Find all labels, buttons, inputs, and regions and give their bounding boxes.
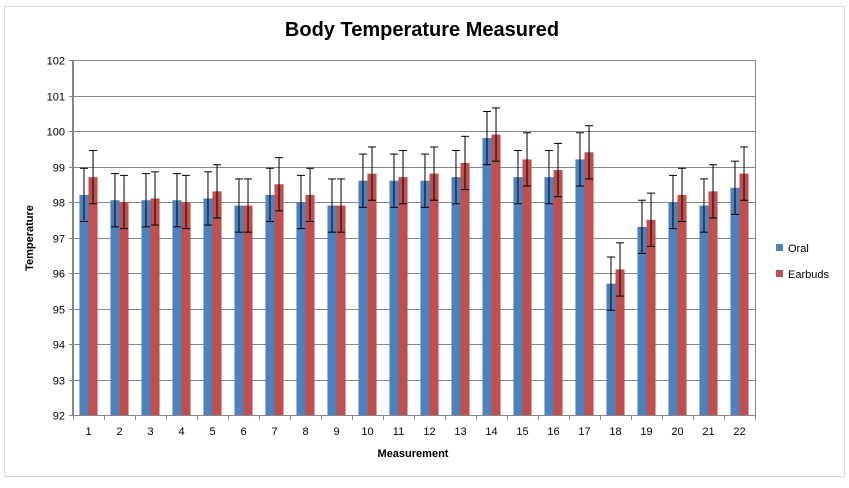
bar-oral-9	[327, 205, 337, 415]
bar-oral-11	[389, 180, 399, 415]
bar-oral-16	[544, 177, 554, 415]
x-tick-label: 7	[271, 426, 277, 438]
y-tick-label: 101	[47, 92, 65, 104]
legend-label-earbuds: Earbuds	[788, 269, 829, 281]
y-tick-label: 99	[53, 163, 65, 175]
bar-earbuds-12	[429, 173, 439, 415]
x-tick-label: 19	[640, 426, 652, 438]
x-tick-label: 9	[333, 426, 339, 438]
bar-earbuds-3	[150, 198, 160, 415]
bar-oral-22	[730, 187, 740, 415]
bar-oral-2	[110, 200, 120, 415]
bar-earbuds-5	[212, 191, 222, 415]
legend-label-oral: Oral	[788, 243, 809, 255]
bar-earbuds-6	[243, 205, 253, 415]
bar-earbuds-11	[398, 177, 408, 415]
x-tick-label: 21	[702, 426, 714, 438]
bar-oral-4	[172, 200, 182, 415]
bar-oral-13	[451, 177, 461, 415]
x-tick-label: 11	[393, 426, 404, 438]
bar-oral-18	[606, 283, 616, 415]
x-tick-label: 13	[454, 426, 466, 438]
y-axis-label: Temperature	[24, 205, 36, 271]
bar-oral-7	[265, 194, 275, 415]
y-tick-label: 96	[53, 269, 65, 281]
bar-oral-1	[79, 194, 89, 415]
bar-oral-17	[575, 159, 585, 415]
bar-earbuds-1	[88, 177, 98, 415]
x-tick-label: 16	[547, 426, 559, 438]
x-tick-label: 8	[302, 426, 308, 438]
x-tick-label: 3	[147, 426, 153, 438]
bar-oral-21	[699, 205, 709, 415]
bar-oral-20	[668, 202, 678, 415]
y-tick-label: 92	[53, 411, 65, 423]
x-tick-label: 17	[578, 426, 590, 438]
legend-swatch-oral	[776, 244, 783, 251]
bar-earbuds-14	[491, 134, 501, 416]
bar-oral-12	[420, 180, 430, 415]
bar-oral-6	[234, 205, 244, 415]
y-tick-label: 100	[47, 127, 65, 139]
x-tick-label: 15	[516, 426, 528, 438]
x-tick-label: 12	[423, 426, 435, 438]
y-tick-label: 93	[53, 376, 65, 388]
bar-oral-3	[141, 200, 151, 415]
y-tick-label: 97	[53, 234, 65, 246]
bar-oral-8	[296, 202, 306, 415]
x-tick-label: 10	[361, 426, 373, 438]
bar-earbuds-20	[677, 194, 687, 415]
bar-oral-19	[637, 226, 647, 415]
bar-earbuds-22	[739, 173, 749, 415]
bar-earbuds-4	[181, 202, 191, 415]
y-tick-label: 94	[53, 340, 65, 352]
x-tick-label: 5	[209, 426, 215, 438]
y-tick-label: 102	[47, 56, 65, 68]
bar-earbuds-16	[553, 170, 563, 415]
bar-earbuds-13	[460, 162, 470, 415]
bar-oral-15	[513, 177, 523, 415]
bar-oral-10	[358, 180, 368, 415]
legend: Oral Earbuds	[776, 243, 829, 281]
y-tick-label: 98	[53, 198, 65, 210]
x-tick-label: 18	[609, 426, 621, 438]
bar-earbuds-8	[305, 194, 315, 415]
error-bars	[79, 107, 749, 311]
bar-earbuds-2	[119, 202, 129, 415]
legend-swatch-earbuds	[776, 270, 783, 277]
bars	[79, 134, 749, 416]
x-tick-label: 22	[733, 426, 745, 438]
bar-oral-5	[203, 198, 213, 415]
x-tick-label: 4	[178, 426, 184, 438]
bar-oral-14	[482, 138, 492, 415]
x-tick-label: 2	[116, 426, 122, 438]
bar-earbuds-19	[646, 219, 656, 415]
x-axis-label: Measurement	[378, 448, 449, 460]
bar-earbuds-9	[336, 205, 346, 415]
x-tick-label: 20	[671, 426, 683, 438]
bar-earbuds-21	[708, 191, 718, 415]
x-tick-label: 6	[240, 426, 246, 438]
bar-earbuds-7	[274, 184, 284, 415]
x-tick-label: 1	[85, 426, 91, 438]
bar-earbuds-10	[367, 173, 377, 415]
x-tick-label: 14	[485, 426, 497, 438]
y-tick-label: 95	[53, 305, 65, 317]
bar-earbuds-17	[584, 152, 594, 416]
bar-earbuds-15	[522, 159, 532, 415]
chart-title: Body Temperature Measured	[285, 19, 559, 41]
bar-earbuds-18	[615, 269, 625, 415]
